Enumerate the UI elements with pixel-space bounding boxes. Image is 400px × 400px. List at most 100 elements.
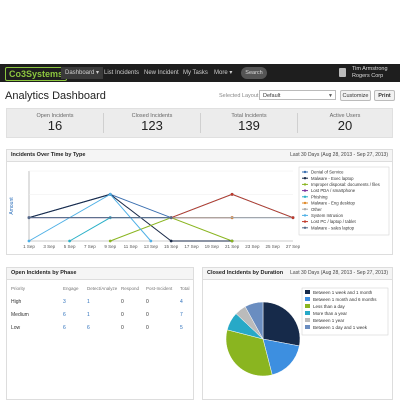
data-point [230, 239, 234, 243]
nav-more[interactable]: More ▾ [214, 70, 233, 76]
table-cell-link[interactable]: 6 [87, 325, 90, 331]
x-tick-label: 27 Sep [286, 244, 301, 249]
legend-label: Lost PC / laptop / tablet [311, 219, 356, 224]
legend-box [298, 166, 390, 236]
table-cell: 0 [121, 299, 124, 305]
table-cell: High [11, 299, 22, 305]
legend-label: Denial of Service [311, 170, 344, 175]
col-header: Priority [11, 286, 26, 291]
table-cell: 0 [146, 312, 149, 318]
stat-label: Closed Incidents [131, 113, 173, 119]
x-tick-label: 9 Sep [104, 244, 116, 249]
x-tick-label: 21 Sep [225, 244, 240, 249]
data-point [149, 239, 153, 243]
incidents-over-time-panel: Incidents Over Time by Type Last 30 Days… [6, 149, 393, 255]
data-point [27, 216, 31, 220]
stat-label: Total Incidents [231, 113, 267, 119]
panel-header: Open Incidents by Phase [7, 268, 193, 280]
data-point [68, 239, 72, 243]
data-point [108, 239, 112, 243]
series-line [110, 217, 233, 242]
nav-dashboard[interactable]: Dashboard ▾ [61, 67, 104, 79]
y-axis-label: Amount [9, 197, 15, 215]
stat-label: Active Users [329, 113, 361, 119]
x-tick-label: 19 Sep [205, 244, 220, 249]
table-cell: 0 [146, 299, 149, 305]
x-tick-label: 13 Sep [144, 244, 159, 249]
legend-marker [303, 177, 307, 180]
data-point [108, 192, 112, 196]
layout-select[interactable]: Default ▼ [259, 90, 336, 100]
x-tick-label: 1 Sep [23, 244, 35, 249]
pie-slice [244, 301, 264, 340]
divider [200, 113, 201, 133]
stat-value: 16 [47, 118, 63, 133]
legend-swatch [305, 311, 310, 315]
table-cell: 0 [121, 312, 124, 318]
legend-marker [303, 183, 307, 186]
legend-swatch [305, 318, 310, 322]
col-header: Detect/Analyze [87, 286, 118, 291]
legend-label: Malware - Exec laptop [311, 176, 354, 181]
legend-label: Between 1 year [313, 318, 345, 323]
panel-header: Closed Incidents by Duration Last 30 Day… [203, 268, 392, 280]
stat-total-incidents: Total Incidents 139 [201, 109, 297, 137]
print-button[interactable]: Print [374, 90, 395, 101]
legend-box [301, 287, 389, 336]
legend-label: More than a year [313, 311, 348, 316]
table-cell: Medium [11, 312, 29, 318]
nav-my-tasks[interactable]: My Tasks [183, 70, 208, 76]
app-logo[interactable]: Co3Systems [5, 67, 68, 81]
user-menu[interactable]: Tim Armstrong Rogers Corp [352, 66, 388, 80]
table-cell-link[interactable]: 3 [63, 299, 66, 305]
x-tick-label: 11 Sep [124, 244, 138, 249]
table-cell-link[interactable]: 6 [63, 312, 66, 318]
divider [103, 113, 104, 133]
x-tick-label: 17 Sep [184, 244, 199, 249]
col-header: Post-Incident [146, 286, 173, 291]
stat-label: Open Incidents [36, 113, 74, 119]
table-cell-link[interactable]: 1 [87, 312, 90, 318]
customize-button[interactable]: Customize [340, 90, 371, 101]
legend-label: Malware - sales laptop [311, 225, 355, 230]
x-tick-label: 15 Sep [164, 244, 179, 249]
legend-label: Other [311, 207, 322, 212]
nav-new-incident[interactable]: New Incident [144, 70, 179, 76]
legend-label: Between 1 week and 1 month [313, 290, 373, 295]
stat-value: 123 [141, 118, 163, 133]
legend-label: System Intrusion [311, 213, 344, 218]
legend-marker [303, 170, 307, 174]
stat-value: 139 [238, 118, 260, 133]
search-button[interactable]: Search [241, 67, 267, 79]
page-title: Analytics Dashboard [5, 90, 106, 102]
avatar[interactable] [339, 68, 346, 77]
table-cell-link[interactable]: 5 [180, 325, 183, 331]
panel-title: Open Incidents by Phase [11, 270, 77, 276]
table-cell-link[interactable]: 6 [63, 325, 66, 331]
table-cell: 0 [146, 325, 149, 331]
legend-label: Phishing [311, 194, 328, 199]
legend-label: Less than a day [313, 304, 346, 309]
legend-swatch [305, 297, 310, 301]
col-header: Total [180, 286, 190, 291]
user-name: Tim Armstrong [352, 66, 388, 72]
table-cell-link[interactable]: 4 [180, 299, 183, 305]
legend-marker [303, 201, 307, 205]
user-org: Rogers Corp [352, 73, 384, 79]
pie-slice [262, 338, 300, 376]
nav-list-incidents[interactable]: List Incidents [104, 70, 140, 76]
legend-marker [303, 208, 307, 211]
stat-active-users: Active Users 20 [298, 109, 392, 137]
top-nav-bar: Co3Systems Dashboard ▾ List Incidents Ne… [0, 64, 400, 82]
x-tick-label: 5 Sep [64, 244, 76, 249]
date-range: Last 30 Days (Aug 28, 2013 - Sep 27, 201… [290, 270, 388, 276]
legend-marker [303, 226, 307, 229]
layout-select-value: Default [263, 93, 281, 99]
data-point [230, 192, 234, 196]
col-header: Respond [121, 286, 140, 291]
legend-marker [303, 189, 307, 192]
table-cell-link[interactable]: 7 [180, 312, 183, 318]
data-point [27, 239, 31, 243]
table-cell-link[interactable]: 1 [87, 299, 90, 305]
panel-title: Closed Incidents by Duration [207, 270, 284, 276]
